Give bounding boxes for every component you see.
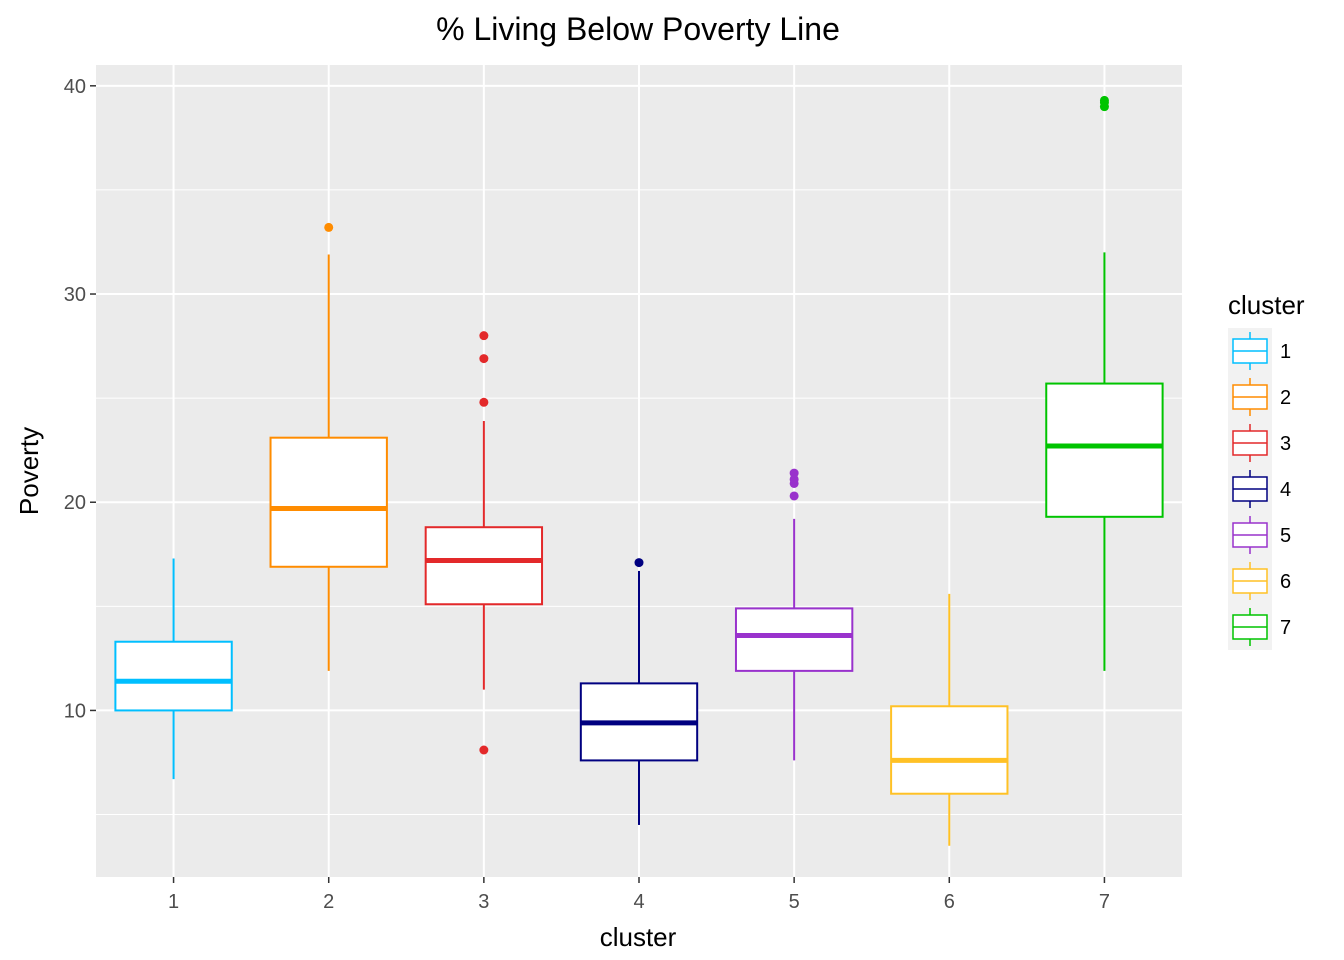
- box-iqr: [114, 640, 233, 712]
- x-tick-label: 4: [633, 891, 644, 913]
- y-axis-label: Poverty: [14, 427, 44, 515]
- box-cluster-4: [579, 558, 699, 825]
- legend-item-6: 6: [1228, 558, 1291, 604]
- chart-title: % Living Below Poverty Line: [436, 11, 840, 47]
- x-axis-label: cluster: [600, 922, 677, 952]
- outlier-point: [479, 397, 489, 407]
- box-cluster-3: [424, 331, 544, 755]
- x-tick-label: 2: [323, 891, 334, 913]
- legend-item-3: 3: [1228, 420, 1291, 466]
- legend-item-4: 4: [1228, 466, 1291, 512]
- outlier-point: [324, 222, 334, 232]
- x-tick-label: 6: [944, 891, 955, 913]
- legend-label: 5: [1280, 525, 1291, 547]
- outlier-point: [479, 745, 489, 755]
- outlier-point: [789, 474, 799, 484]
- box-iqr: [269, 436, 388, 568]
- legend-title: cluster: [1228, 290, 1305, 320]
- y-tick-label: 40: [64, 76, 86, 98]
- box-cluster-7: [1045, 95, 1164, 671]
- box-iqr: [1045, 382, 1164, 518]
- box-cluster-1: [114, 558, 233, 780]
- boxes: [114, 95, 1164, 846]
- legend-label: 1: [1280, 341, 1291, 363]
- box-iqr: [424, 526, 544, 606]
- legend-label: 4: [1280, 479, 1291, 501]
- legend-label: 7: [1280, 617, 1291, 639]
- y-tick-label: 30: [64, 284, 86, 306]
- y-axis: 10 20 30 40: [64, 76, 96, 722]
- outlier-point: [1099, 95, 1109, 105]
- outlier-point: [789, 468, 799, 478]
- box-cluster-6: [890, 593, 1009, 846]
- x-tick-label: 7: [1099, 891, 1110, 913]
- y-tick-label: 10: [64, 700, 86, 722]
- x-tick-label: 5: [789, 891, 800, 913]
- legend-item-2: 2: [1228, 374, 1291, 420]
- legend-label: 2: [1280, 387, 1291, 409]
- legend-item-5: 5: [1228, 512, 1291, 558]
- legend: cluster 1 2 3 4 5 6 7: [1228, 290, 1305, 650]
- legend-item-1: 1: [1228, 328, 1291, 374]
- box-cluster-2: [269, 222, 388, 671]
- x-tick-label: 3: [478, 891, 489, 913]
- outlier-point: [634, 558, 644, 568]
- outlier-point: [479, 354, 489, 364]
- x-axis: 1 2 3 4 5 6 7: [168, 877, 1110, 913]
- outlier-point: [479, 331, 489, 341]
- box-cluster-5: [734, 468, 854, 761]
- x-tick-label: 1: [168, 891, 179, 913]
- legend-item-7: 7: [1228, 604, 1291, 650]
- box-iqr: [890, 705, 1009, 795]
- legend-label: 3: [1280, 433, 1291, 455]
- box-iqr: [734, 607, 854, 672]
- legend-label: 6: [1280, 571, 1291, 593]
- y-tick-label: 20: [64, 492, 86, 514]
- outlier-point: [789, 491, 799, 501]
